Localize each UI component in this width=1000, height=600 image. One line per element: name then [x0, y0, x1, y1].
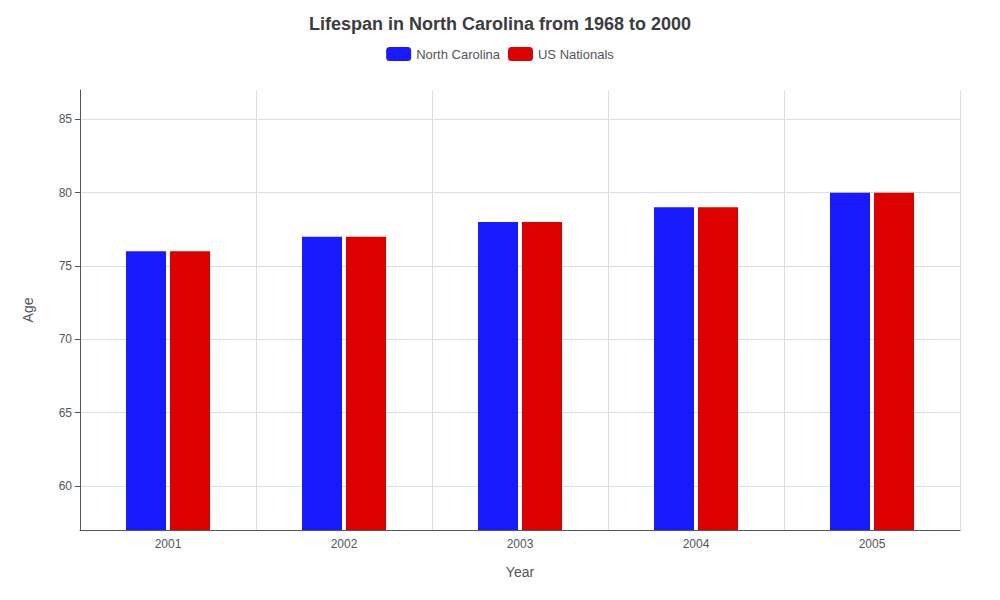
- svg-text:2002: 2002: [331, 537, 358, 551]
- svg-text:2004: 2004: [683, 537, 710, 551]
- svg-text:2005: 2005: [859, 537, 886, 551]
- svg-text:North Carolina: North Carolina: [416, 47, 501, 62]
- svg-text:85: 85: [59, 112, 73, 126]
- svg-text:65: 65: [59, 406, 73, 420]
- svg-text:2001: 2001: [155, 537, 182, 551]
- svg-text:80: 80: [59, 186, 73, 200]
- svg-text:US Nationals: US Nationals: [538, 47, 614, 62]
- svg-text:Lifespan in North Carolina fro: Lifespan in North Carolina from 1968 to …: [309, 14, 691, 34]
- svg-text:Year: Year: [506, 564, 535, 580]
- svg-text:Age: Age: [20, 297, 36, 322]
- svg-text:60: 60: [59, 479, 73, 493]
- svg-text:70: 70: [59, 332, 73, 346]
- svg-text:75: 75: [59, 259, 73, 273]
- svg-text:2003: 2003: [507, 537, 534, 551]
